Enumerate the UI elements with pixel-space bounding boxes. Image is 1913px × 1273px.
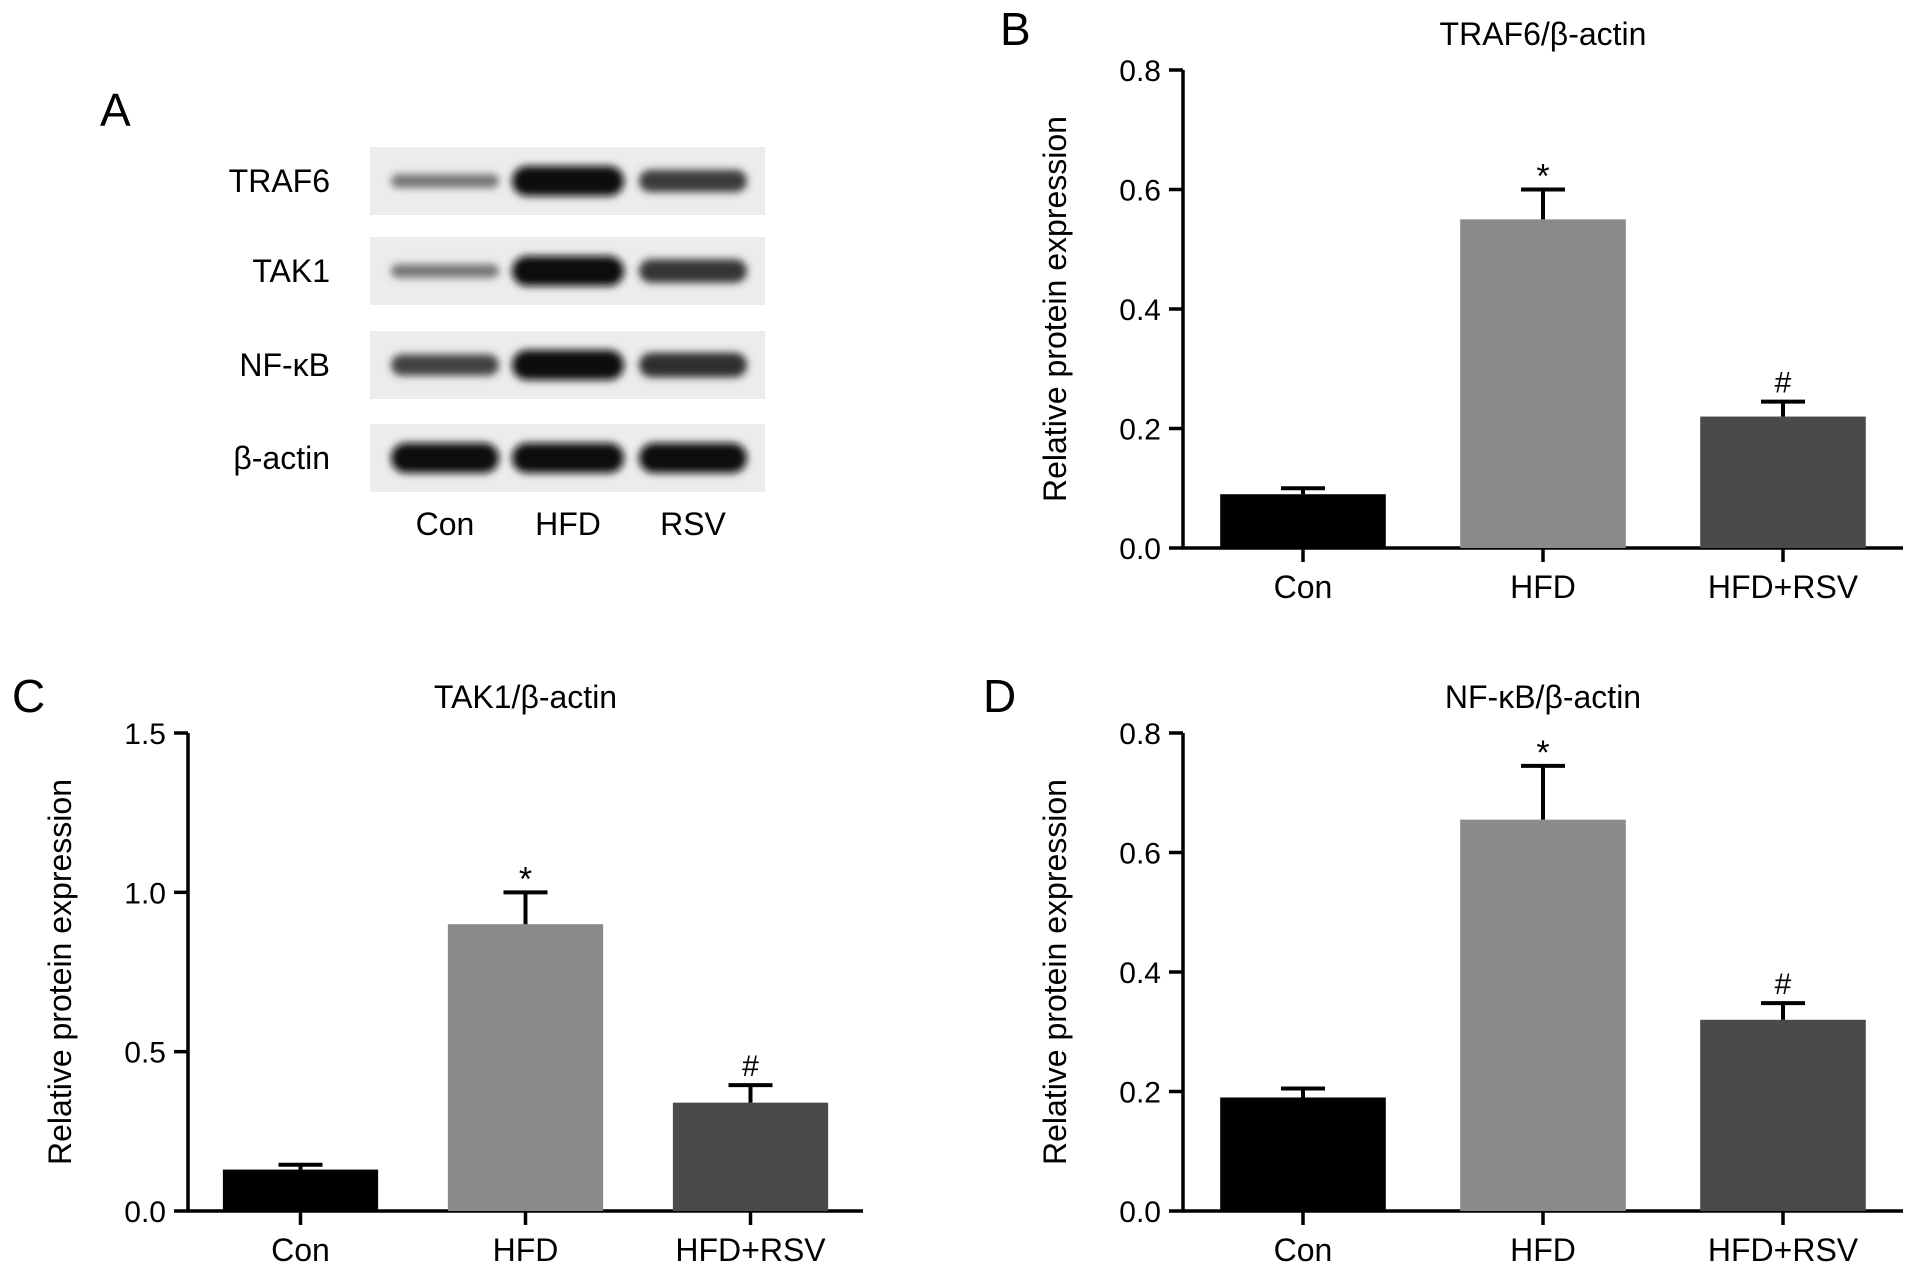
x-tick-label: HFD+RSV bbox=[1708, 1232, 1859, 1268]
blot-row-label: β-actin bbox=[233, 440, 330, 476]
chart-title: NF-κB/β-actin bbox=[1445, 679, 1641, 715]
blot-row-label: TAK1 bbox=[252, 253, 330, 289]
y-tick-label: 0.5 bbox=[124, 1037, 166, 1070]
significance-hash: # bbox=[1775, 367, 1792, 400]
y-tick-label: 0.8 bbox=[1119, 718, 1161, 751]
western-blot-panel: A TRAF6 TAK1 NF-κB β-actin Con HFD RSV bbox=[100, 84, 765, 542]
y-tick-label: 0.2 bbox=[1119, 414, 1161, 447]
blot-band bbox=[512, 350, 624, 380]
significance-asterisk: * bbox=[1536, 734, 1549, 772]
x-tick-label: Con bbox=[1274, 569, 1333, 605]
chart-title: TRAF6/β-actin bbox=[1440, 16, 1647, 52]
y-tick-label: 0.6 bbox=[1119, 175, 1161, 208]
bar bbox=[672, 1102, 829, 1211]
blot-lane-label: Con bbox=[416, 506, 475, 542]
y-axis-label: Relative protein expression bbox=[1037, 116, 1073, 502]
blot-lane-label: RSV bbox=[660, 506, 726, 542]
bar bbox=[1700, 1019, 1866, 1211]
bar bbox=[222, 1169, 379, 1211]
bar bbox=[1460, 819, 1626, 1211]
y-tick-label: 0.0 bbox=[1119, 1196, 1161, 1229]
y-tick-label: 1.0 bbox=[124, 877, 166, 910]
panel-letter-a: A bbox=[100, 84, 131, 136]
y-tick-label: 0.0 bbox=[1119, 533, 1161, 566]
blot-band bbox=[391, 264, 499, 278]
panel-letter: D bbox=[983, 670, 1016, 722]
bar bbox=[1220, 1097, 1386, 1211]
blot-band bbox=[391, 354, 499, 376]
x-tick-label: HFD+RSV bbox=[1708, 569, 1859, 605]
bar bbox=[1220, 494, 1386, 548]
panel-letter: B bbox=[1000, 3, 1031, 55]
x-tick-label: HFD bbox=[1510, 1232, 1576, 1268]
blot-row-label: NF-κB bbox=[239, 347, 330, 383]
y-tick-label: 1.5 bbox=[124, 718, 166, 751]
y-tick-label: 0.0 bbox=[124, 1196, 166, 1229]
y-tick-label: 0.6 bbox=[1119, 838, 1161, 871]
blot-band bbox=[639, 352, 747, 378]
significance-hash: # bbox=[1775, 968, 1792, 1001]
chart-title: TAK1/β-actin bbox=[434, 679, 617, 715]
x-tick-label: HFD bbox=[493, 1232, 559, 1268]
x-tick-label: Con bbox=[1274, 1232, 1333, 1268]
bar bbox=[1460, 219, 1626, 548]
blot-band bbox=[512, 256, 624, 286]
blot-band bbox=[639, 169, 747, 193]
y-tick-label: 0.4 bbox=[1119, 957, 1161, 990]
blot-band bbox=[512, 166, 624, 196]
blot-row-label: TRAF6 bbox=[229, 163, 330, 199]
significance-hash: # bbox=[742, 1050, 759, 1083]
blot-band bbox=[639, 443, 747, 473]
y-tick-label: 0.2 bbox=[1119, 1077, 1161, 1110]
blot-band bbox=[512, 443, 624, 473]
y-tick-label: 0.4 bbox=[1119, 294, 1161, 327]
blot-band bbox=[639, 259, 747, 283]
bar bbox=[1700, 416, 1866, 548]
chart-nfkb: D NF-κB/β-actin Relative protein expressio… bbox=[983, 670, 1903, 1268]
bar bbox=[447, 924, 604, 1211]
chart-tak1: C TAK1/β-actin Relative protein expression… bbox=[12, 670, 863, 1268]
blot-lane-label: HFD bbox=[535, 506, 601, 542]
y-axis-label: Relative protein expression bbox=[1037, 779, 1073, 1165]
y-tick-label: 0.8 bbox=[1119, 55, 1161, 88]
blot-band bbox=[391, 443, 499, 473]
x-tick-label: Con bbox=[271, 1232, 330, 1268]
x-tick-label: HFD bbox=[1510, 569, 1576, 605]
y-axis-label: Relative protein expression bbox=[42, 779, 78, 1165]
chart-traf6: B TRAF6/β-actin Relative protein expressio… bbox=[1000, 3, 1903, 605]
x-tick-label: HFD+RSV bbox=[675, 1232, 826, 1268]
significance-asterisk: * bbox=[1536, 158, 1549, 196]
panel-letter: C bbox=[12, 670, 45, 722]
blot-band bbox=[391, 174, 499, 188]
significance-asterisk: * bbox=[519, 860, 532, 898]
